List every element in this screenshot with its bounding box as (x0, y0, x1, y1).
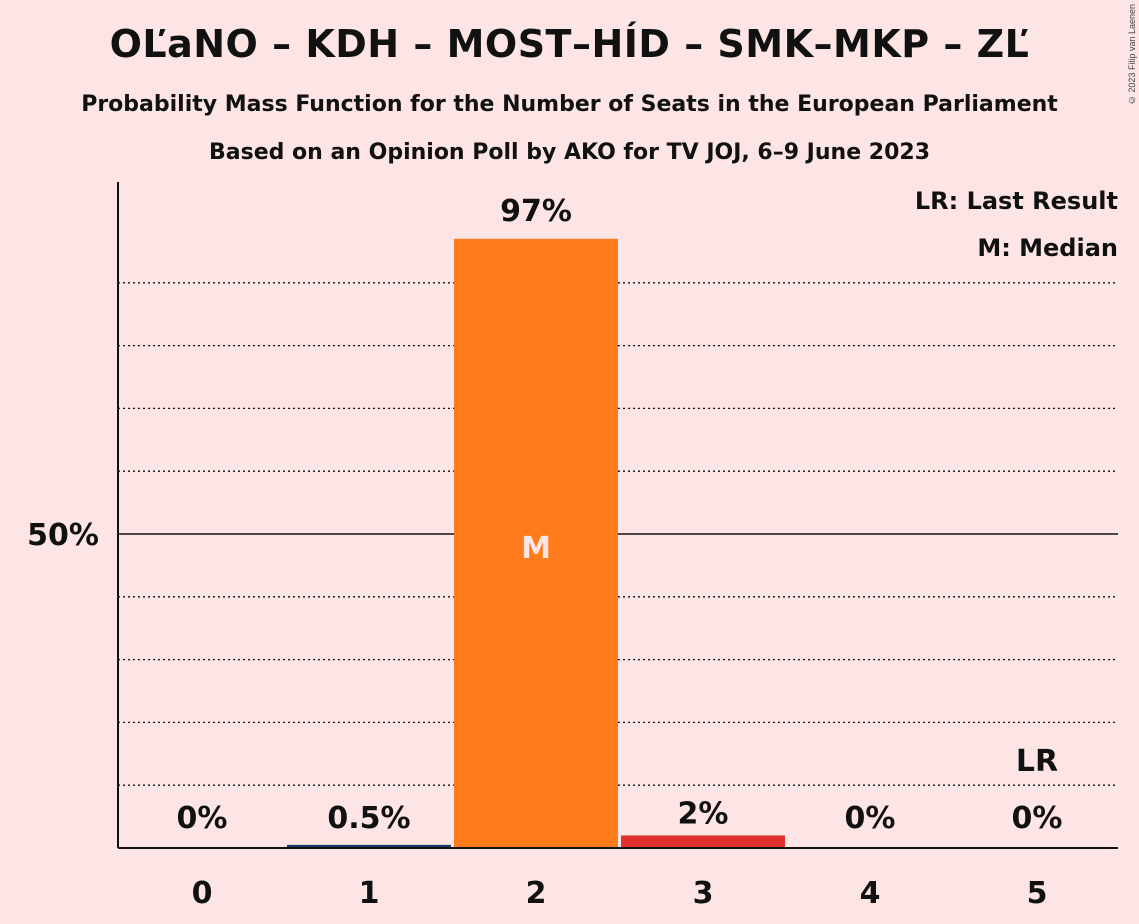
median-marker: M (521, 531, 551, 566)
bar-2 (454, 238, 618, 849)
value-label-3: 2% (678, 796, 729, 831)
y-tick-label-50: 50% (27, 518, 99, 553)
x-tick-label-2: 2 (526, 876, 547, 911)
value-label-5: 0% (1012, 801, 1063, 836)
bar-1 (287, 844, 451, 848)
value-label-0: 0% (177, 801, 228, 836)
legend-last-result: LR: Last Result (915, 187, 1118, 215)
x-tick-label-5: 5 (1027, 876, 1048, 911)
x-tick-label-4: 4 (860, 876, 881, 911)
value-label-4: 0% (845, 801, 896, 836)
legend-median: M: Median (977, 234, 1118, 262)
bar-3 (621, 835, 785, 848)
chart-subtitle: Probability Mass Function for the Number… (81, 92, 1058, 117)
x-tick-label-1: 1 (359, 876, 380, 911)
x-tick-label-0: 0 (192, 876, 213, 911)
value-label-2: 97% (500, 194, 572, 229)
chart-subtitle-source: Based on an Opinion Poll by AKO for TV J… (208, 140, 930, 165)
x-tick-label-3: 3 (693, 876, 714, 911)
value-label-1: 0.5% (327, 801, 410, 836)
last-result-marker: LR (1016, 744, 1058, 779)
chart-title: OĽaNO – KDH – MOST–HÍD – SMK–MKP – ZĽ (109, 22, 1030, 66)
